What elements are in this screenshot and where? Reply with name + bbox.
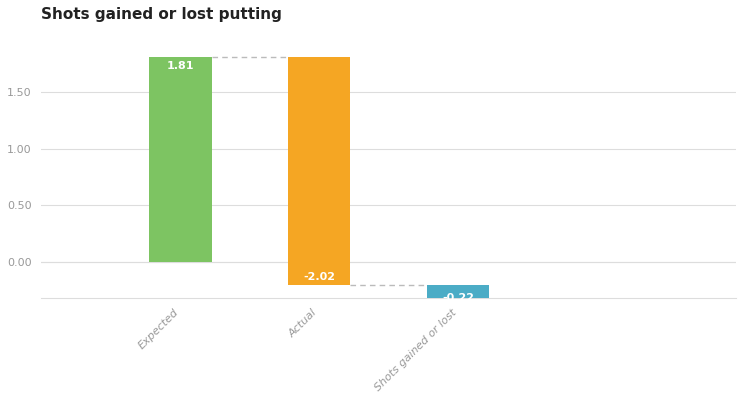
Text: Shots gained or lost putting: Shots gained or lost putting bbox=[42, 7, 282, 22]
Text: 1.81: 1.81 bbox=[166, 61, 194, 71]
Bar bbox=[149, 57, 212, 262]
Text: -0.22: -0.22 bbox=[442, 293, 474, 303]
Text: -2.02: -2.02 bbox=[303, 272, 335, 282]
Bar bbox=[427, 285, 490, 310]
Bar bbox=[288, 57, 351, 285]
